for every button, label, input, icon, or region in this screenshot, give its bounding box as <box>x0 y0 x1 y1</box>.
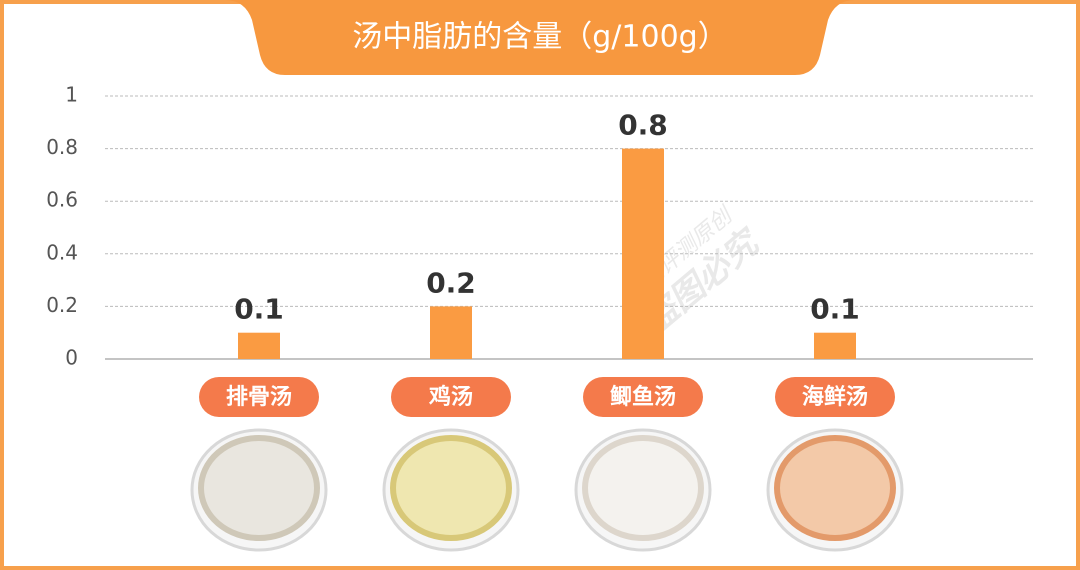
data-label: 0.1 <box>810 293 860 326</box>
category-pill <box>775 377 895 417</box>
category-pill <box>583 377 703 417</box>
category-pill <box>391 377 511 417</box>
category-pill <box>199 377 319 417</box>
chart-title: 汤中脂肪的含量（g/100g） <box>352 20 727 55</box>
y-tick-label: 0.2 <box>46 293 78 317</box>
bowl-soup <box>774 435 896 541</box>
bar <box>238 332 280 359</box>
bar <box>622 148 664 359</box>
bar <box>814 332 856 359</box>
y-tick-label: 1 <box>65 83 78 107</box>
title-tab <box>225 0 855 75</box>
x-tick-label: 鲫鱼汤 <box>610 384 676 410</box>
x-tick-label: 海鲜汤 <box>802 384 868 410</box>
y-tick-label: 0 <box>65 346 78 370</box>
bowl-soup <box>582 435 704 541</box>
y-tick-label: 0.6 <box>46 188 78 212</box>
data-label: 0.1 <box>234 293 284 326</box>
y-tick-label: 0.4 <box>46 240 78 264</box>
y-tick-label: 0.8 <box>46 135 78 159</box>
bowl-soup <box>198 435 320 541</box>
bar <box>430 306 472 359</box>
data-label: 0.8 <box>618 109 668 142</box>
bowl-soup <box>390 435 512 541</box>
x-tick-label: 鸡汤 <box>428 384 473 410</box>
x-tick-label: 排骨汤 <box>226 385 292 410</box>
data-label: 0.2 <box>426 266 476 299</box>
